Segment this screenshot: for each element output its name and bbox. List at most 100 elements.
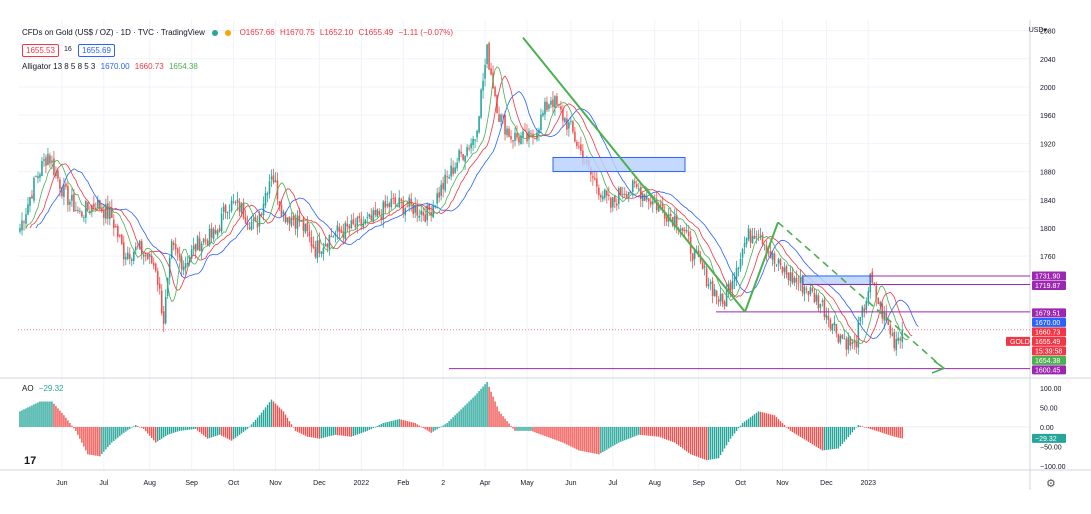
ao-bar [512,426,514,429]
ao-bar [354,426,357,436]
candle-body [899,338,902,341]
candle-body [775,264,778,266]
candle-body [685,230,688,232]
candle-body [144,255,147,257]
candle-body [657,205,660,212]
annotations [18,36,1030,374]
candle-body [150,255,153,264]
ao-bar [472,397,474,427]
ao-bar [697,426,700,458]
ao-bar [462,407,464,427]
ao-bar [883,426,885,434]
ao-bar [442,425,444,427]
ao-bar [899,426,901,439]
candle-body [769,251,772,258]
candle-body [612,197,614,208]
candle-body [172,242,175,245]
ao-bar [747,418,750,427]
candle-body [89,211,91,213]
candle-body [33,177,35,201]
ao-bar [252,422,255,427]
candle-body [755,236,758,238]
candle-body [723,301,726,307]
buy-button[interactable]: 1655.69 [78,44,115,57]
time-tick-label: Dec [313,480,326,487]
ao-bar [458,411,460,427]
ao-bar [821,426,824,451]
ao-bar [414,423,416,427]
candle-body [152,262,155,266]
ao-legend-value: −29.32 [38,384,64,393]
ao-bar [410,422,412,427]
ao-bar [516,426,518,431]
candle-body [649,201,652,205]
candle-body [41,161,43,177]
candle-body [779,258,782,266]
ao-bar [384,422,386,427]
settings-gear-icon[interactable]: ⚙ [1046,478,1056,490]
candle-body [887,321,890,325]
ao-bar [893,426,895,437]
candle-body [109,208,111,220]
ao-bar [642,426,644,436]
candle-body [815,294,818,302]
price-label-box [1032,365,1066,375]
candle-body [580,144,582,151]
price-label-text: 15:39:58 [1035,348,1062,355]
ao-bar [596,426,598,454]
supply-zone [552,156,686,173]
ao-bar [867,426,869,429]
indicator-legend[interactable]: Alligator 13 8 5 8 5 3 1670.00 1660.73 1… [22,62,201,71]
sell-button[interactable]: 1655.53 [22,44,59,57]
candle-body [639,187,642,200]
candle-body [71,194,73,201]
candle-body [568,122,570,129]
candle-body [496,94,498,114]
ao-bar [344,426,347,437]
ao-bar [378,425,380,427]
ao-bar [69,423,71,427]
candle-body [831,324,834,331]
ao-bar [741,423,744,427]
ao-bar [218,426,221,435]
ao-bar [23,409,25,427]
trend-line-up [744,221,779,313]
candle-body [300,220,303,222]
ao-bar [392,420,394,427]
ao-bar [664,426,666,439]
time-tick-label: Nov [269,480,282,487]
candle-body [320,251,323,254]
candle-body [865,301,868,310]
ao-bar [570,426,572,447]
ao-bar [622,426,624,442]
currency-label[interactable]: USD▾ [1028,27,1047,34]
candle-body [893,331,896,349]
ao-bar [632,426,634,438]
ao-bar [474,395,476,427]
ao-bar [841,426,844,444]
ao-bar [208,426,211,439]
ao-bar [492,396,494,427]
ao-bar [51,401,53,427]
ao-bar [59,410,61,427]
ao-bar [19,411,21,427]
candle-body [284,213,287,223]
candle-body [49,155,51,164]
symbol-title[interactable]: CFDs on Gold (US$ / OZ) · 1D · TVC · Tra… [22,28,205,37]
ao-legend[interactable]: AO −29.32 [22,384,67,393]
ao-bar [368,426,370,430]
ao-bar [348,426,351,437]
candle-body [396,205,399,207]
candlesticks [19,41,904,357]
ao-bar [640,426,642,435]
candle-body [146,254,149,260]
ao-bar [897,426,899,438]
ao-bar [586,426,588,452]
ao-bar [202,426,205,436]
ao-bar [266,404,269,427]
ao-bar [292,426,295,428]
ao-bar [506,421,508,427]
tradingview-logo[interactable]: 17 [24,455,37,467]
candle-body [546,101,548,111]
